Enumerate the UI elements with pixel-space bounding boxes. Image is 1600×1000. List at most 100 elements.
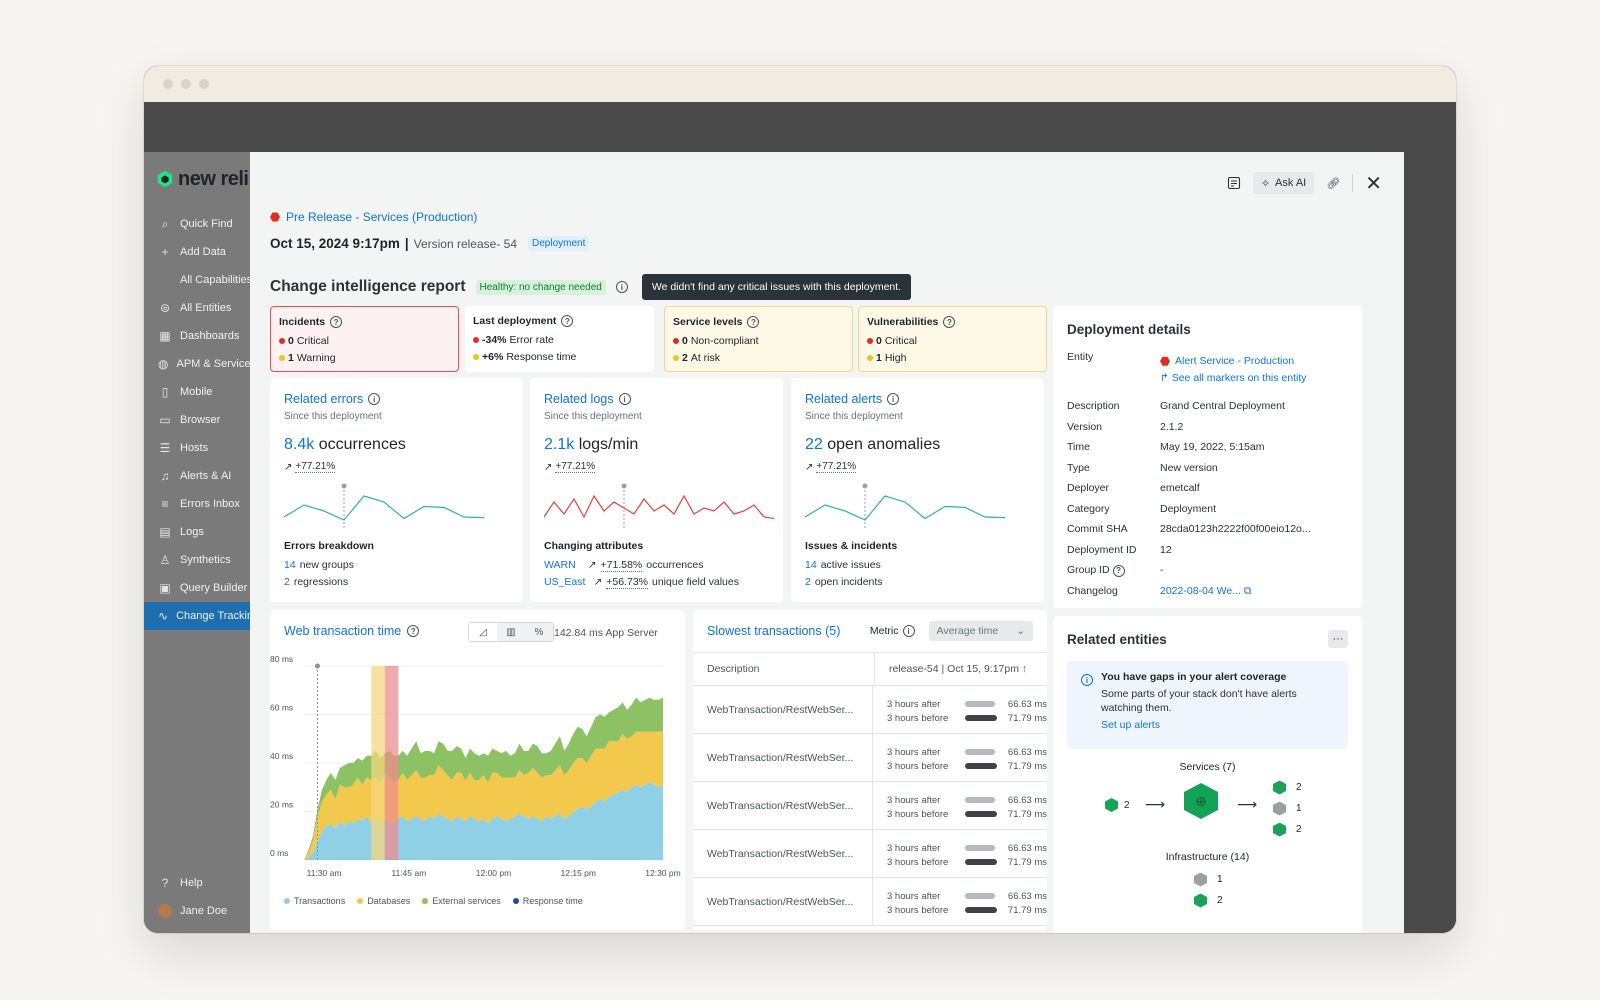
last-deployment-card[interactable]: Last deployment? -34% Error rate +6% Respo… (465, 306, 654, 372)
sidebar-item-add-data[interactable]: + Add Data (144, 238, 250, 266)
sidebar-item-change-tracking[interactable]: ∿ Change Tracking (144, 602, 250, 630)
downstream-row[interactable]: 2 (1273, 819, 1302, 840)
help-icon[interactable]: ? (561, 315, 574, 327)
sidebar-item-errors-inbox[interactable]: ≡ Errors Inbox (144, 490, 250, 518)
card-title[interactable]: Related logs (544, 392, 614, 406)
sparkline-chart[interactable] (805, 478, 1005, 533)
sidebar-item-alerts-ai[interactable]: ♫ Alerts & AI (144, 462, 250, 490)
series-area-databases[interactable] (304, 731, 663, 861)
service-levels-card[interactable]: Service levels? 0 Non-compliant 2 At risk (664, 306, 853, 372)
area-chart-icon[interactable]: ◿ (469, 623, 497, 641)
column-header-release[interactable]: release-54 | Oct 15, 9:17pm ↑ (889, 663, 1028, 675)
legend-item[interactable]: Transactions (284, 896, 345, 906)
sidebar-item-label: Mobile (180, 386, 213, 398)
window-minimize-dot[interactable] (181, 79, 191, 89)
downstream-row[interactable]: 2 (1273, 777, 1302, 798)
card-title[interactable]: Slowest transactions (5) (707, 624, 841, 638)
breakdown-link[interactable]: 14 (284, 559, 296, 571)
slowest-transactions-card: Slowest transactions (5) Metric i Averag… (693, 610, 1047, 930)
help-icon[interactable]: ? (407, 625, 420, 637)
see-markers-link[interactable]: ↱ See all markers on this entity (1160, 372, 1348, 393)
copy-link-button[interactable]: 🔗︎ (1322, 172, 1344, 194)
search-icon: ⌕ (161, 216, 169, 231)
info-icon[interactable]: i (902, 625, 915, 637)
table-row[interactable]: WebTransaction/RestWebSer... 3 hours afte… (693, 686, 1047, 734)
notes-button[interactable] (1223, 172, 1245, 194)
changelog-link[interactable]: 2022-08-04 We... ⧉ (1160, 585, 1348, 606)
related-errors-card[interactable]: Related errors i Since this deployment 8.4k… (270, 378, 523, 602)
help-icon[interactable]: ? (330, 316, 343, 328)
sidebar-item-user[interactable]: Jane Doe (144, 897, 250, 925)
window-close-dot[interactable] (163, 79, 173, 89)
help-icon[interactable]: ? (747, 316, 760, 328)
series-area-external-services[interactable] (304, 697, 663, 861)
sidebar-item-hosts[interactable]: ☰ Hosts (144, 434, 250, 462)
metric-select[interactable]: Average time ⌄ (928, 621, 1033, 641)
card-title[interactable]: Web transaction time (284, 624, 402, 638)
infra-row[interactable]: 1 (1194, 869, 1348, 890)
related-alerts-card[interactable]: Related alerts i Since this deployment 22 o… (791, 378, 1044, 602)
sidebar-item-help[interactable]: ? Help (144, 869, 250, 897)
sidebar-item-browser[interactable]: ▭ Browser (144, 406, 250, 434)
downstream-row[interactable]: 1 (1273, 798, 1302, 819)
transaction-name[interactable]: WebTransaction/RestWebSer... (693, 878, 873, 925)
table-row[interactable]: WebTransaction/RestWebSer... 3 hours afte… (693, 878, 1047, 926)
breakdown-link[interactable]: US_East (544, 576, 586, 588)
entity-link[interactable]: Alert Service - Production (1175, 355, 1295, 368)
after-metric: 3 hours after 66.63 ms (887, 841, 1047, 855)
legend-item[interactable]: External services (422, 896, 501, 906)
close-button[interactable]: ✕ (1361, 172, 1386, 195)
breakdown-link[interactable]: 2 (805, 576, 811, 588)
sidebar-item-quick-find[interactable]: ⌕ Quick Find (144, 210, 250, 238)
legend-item[interactable]: Response time (512, 896, 583, 906)
info-icon[interactable]: i (368, 393, 381, 405)
transaction-name[interactable]: WebTransaction/RestWebSer... (693, 782, 873, 829)
help-icon[interactable]: ? (1112, 564, 1125, 577)
card-title[interactable]: Related alerts (805, 392, 883, 406)
sidebar-item-all-entities[interactable]: ⊜ All Entities (144, 294, 250, 322)
breakdown-link[interactable]: 2 (284, 576, 290, 588)
info-icon[interactable]: i (887, 393, 900, 405)
table-row[interactable]: WebTransaction/RestWebSer... 3 hours afte… (693, 782, 1047, 830)
brand-logo[interactable]: new reli (144, 152, 250, 192)
breakdown-link[interactable]: 14 (805, 559, 817, 571)
column-header-description[interactable]: Description (693, 653, 875, 685)
set-up-alerts-link[interactable]: Set up alerts (1101, 719, 1160, 731)
transaction-name[interactable]: WebTransaction/RestWebSer... (693, 734, 873, 781)
info-icon[interactable]: i (615, 281, 628, 293)
current-service-node[interactable]: ⊕ (1184, 783, 1218, 819)
legend-item[interactable]: Databases (357, 896, 410, 906)
sidebar-item-mobile[interactable]: ▯ Mobile (144, 378, 250, 406)
sidebar-item-apm-services[interactable]: ◍ APM & Services (144, 350, 250, 378)
sidebar-item-logs[interactable]: ▤ Logs (144, 518, 250, 546)
percent-icon[interactable]: % (534, 626, 544, 638)
breakdown-link[interactable]: WARN (544, 559, 576, 571)
infra-row[interactable]: 2 (1194, 890, 1348, 911)
legend-label: Response time (522, 896, 583, 906)
transaction-name[interactable]: WebTransaction/RestWebSer... (693, 686, 873, 733)
sidebar-item-all-capabilities[interactable]: All Capabilities (144, 266, 250, 294)
entity-link[interactable]: Pre Release - Services (Production) (270, 210, 477, 224)
table-row[interactable]: WebTransaction/RestWebSer... 3 hours afte… (693, 830, 1047, 878)
related-logs-card[interactable]: Related logs i Since this deployment 2.1k l… (530, 378, 783, 602)
deployment-marker-dot[interactable] (314, 663, 320, 669)
more-options-button[interactable]: ··· (1328, 630, 1348, 648)
card-title[interactable]: Related errors (284, 392, 364, 406)
sparkline-chart[interactable] (544, 478, 774, 533)
vulnerabilities-card[interactable]: Vulnerabilities? 0 Critical 1 High (858, 306, 1047, 372)
web-transaction-chart[interactable]: 80 ms 60 ms 40 ms 20 ms 0 ms 11:30 am 11:45 am… (270, 650, 685, 890)
bar-chart-icon[interactable]: ▥ (506, 626, 516, 638)
help-icon[interactable]: ? (943, 316, 956, 328)
sidebar-item-dashboards[interactable]: ▦ Dashboards (144, 322, 250, 350)
sidebar-item-synthetics[interactable]: ♙ Synthetics (144, 546, 250, 574)
sparkline-chart[interactable] (284, 478, 484, 533)
table-row[interactable]: WebTransaction/RestWebSer... 3 hours afte… (693, 734, 1047, 782)
sidebar-item-query-builder[interactable]: ▣ Query Builder (144, 574, 250, 602)
ask-ai-button[interactable]: ✧ Ask AI (1252, 172, 1315, 194)
window-zoom-dot[interactable] (199, 79, 209, 89)
incidents-card[interactable]: Incidents? 0 Critical 1 Warning (270, 306, 459, 372)
transaction-name[interactable]: WebTransaction/RestWebSer... (693, 830, 873, 877)
highlight-band[interactable] (371, 666, 385, 860)
info-icon[interactable]: i (618, 393, 631, 405)
highlight-band[interactable] (384, 666, 399, 860)
